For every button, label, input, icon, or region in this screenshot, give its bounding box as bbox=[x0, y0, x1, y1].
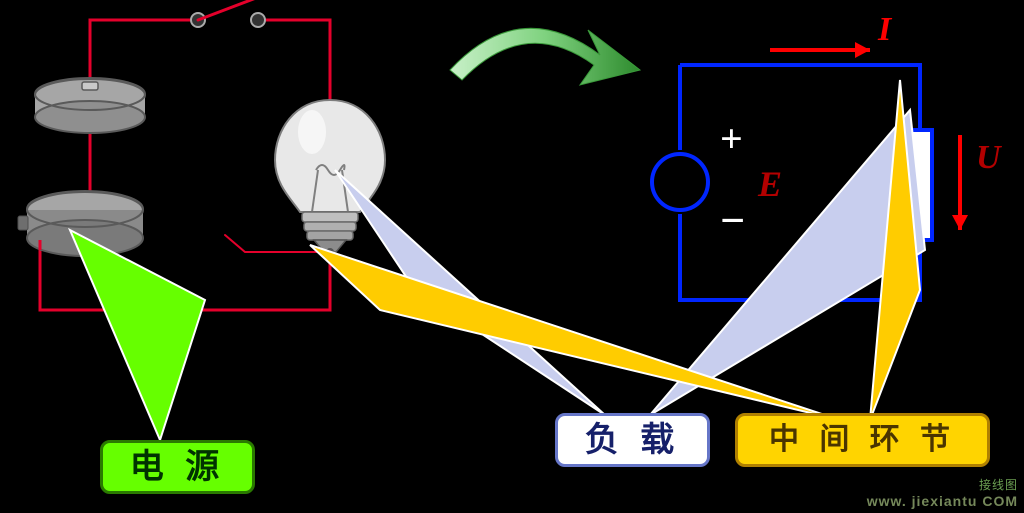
voltage-label: U bbox=[976, 139, 1003, 176]
load-callout-label: 负 载 bbox=[555, 413, 710, 467]
minus-sign: − bbox=[720, 196, 745, 245]
plus-sign: + bbox=[720, 116, 743, 161]
source-callout-text: 电 源 bbox=[130, 448, 225, 486]
middle-callout-text: 中 间 环 节 bbox=[769, 423, 956, 456]
source-callout-label: 电 源 bbox=[100, 440, 255, 494]
voltage-arrow bbox=[952, 135, 968, 230]
transition-arrow-icon bbox=[450, 28, 640, 85]
watermark-line2: www. jiexiantu COM bbox=[867, 493, 1018, 509]
diagram-stage: + − E I U 电 源 负 载 中 间 环 bbox=[0, 0, 1024, 513]
watermark-line1: 接线图 bbox=[867, 476, 1018, 493]
source-callout-triangle bbox=[70, 230, 205, 440]
light-bulb-icon bbox=[275, 100, 385, 256]
switch bbox=[191, 0, 265, 27]
load-callout-text: 负 载 bbox=[585, 421, 680, 459]
current-label: I bbox=[877, 11, 893, 48]
battery-top-cell bbox=[35, 78, 145, 133]
middle-callout-label: 中 间 环 节 bbox=[735, 413, 990, 467]
watermark: 接线图 www. jiexiantu COM bbox=[867, 476, 1018, 509]
source-label: E bbox=[757, 164, 782, 204]
current-arrow bbox=[770, 42, 870, 58]
